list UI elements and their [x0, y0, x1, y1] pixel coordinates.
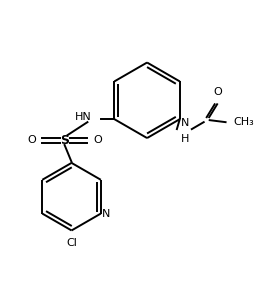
- Text: N: N: [102, 208, 110, 219]
- Text: Cl: Cl: [66, 238, 77, 248]
- Text: O: O: [93, 135, 102, 145]
- Text: S: S: [60, 133, 69, 147]
- Text: H: H: [181, 134, 189, 144]
- Text: CH₃: CH₃: [234, 117, 254, 127]
- Text: N: N: [181, 118, 189, 128]
- Text: O: O: [27, 135, 36, 145]
- Text: O: O: [213, 87, 222, 97]
- Text: HN: HN: [75, 112, 91, 122]
